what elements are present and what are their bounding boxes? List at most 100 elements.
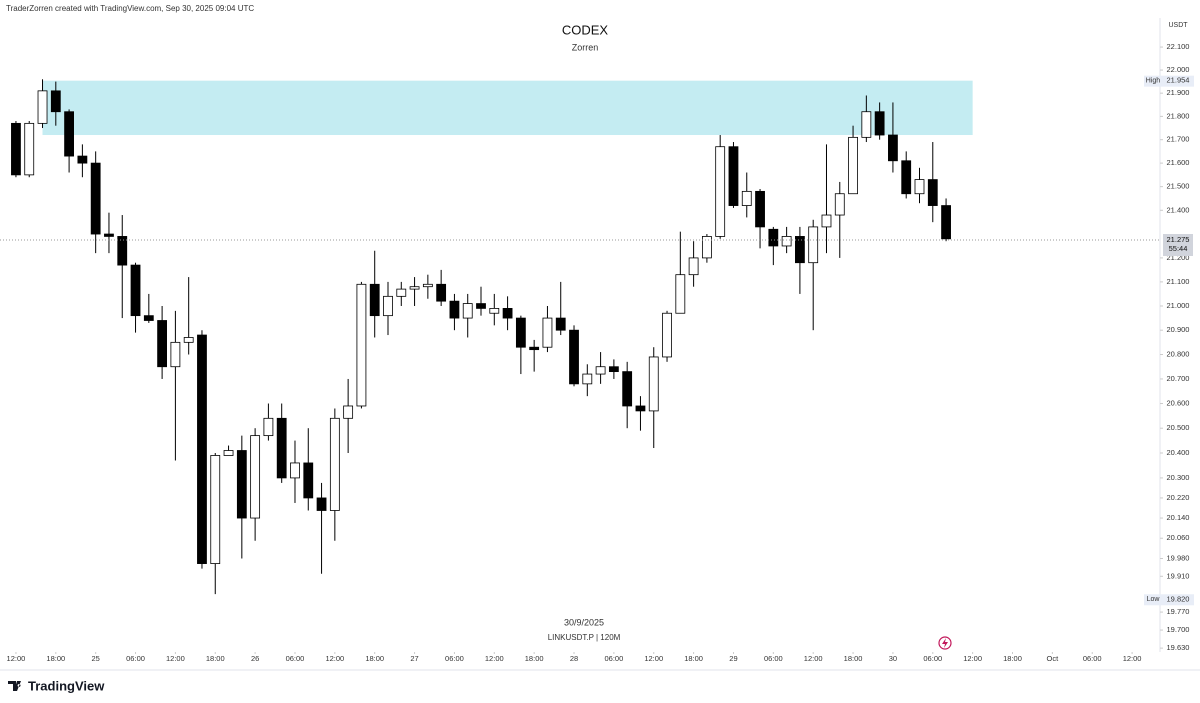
y-tick-label: 20.400: [1167, 448, 1190, 457]
candle: [303, 428, 314, 511]
candle-body: [250, 435, 261, 519]
high-value: 21.954: [1167, 76, 1190, 85]
y-tick-label: 19.630: [1167, 643, 1190, 652]
y-tick-label: 20.220: [1167, 493, 1190, 502]
candle: [316, 482, 327, 574]
y-tick-label: 20.600: [1167, 399, 1190, 408]
y-tick-label: 22.000: [1167, 65, 1190, 74]
candle-body: [874, 111, 885, 136]
y-tick-label: 21.200: [1167, 253, 1190, 262]
candle: [197, 330, 207, 569]
candle-body: [821, 214, 832, 228]
candle-body: [143, 315, 154, 321]
candle: [37, 79, 48, 129]
candle-body: [861, 111, 872, 138]
x-tick-label: 18:00: [684, 654, 703, 663]
candle: [888, 102, 898, 173]
candle: [861, 95, 872, 143]
candle: [117, 215, 128, 319]
candle-body: [64, 111, 74, 157]
candle: [874, 102, 885, 140]
candle: [688, 241, 699, 287]
watermark-symbol: LINKUSDT.P | 120M: [548, 633, 621, 642]
x-tick-label: 18:00: [365, 654, 384, 663]
x-tick-label: 18:00: [46, 654, 65, 663]
candle: [701, 234, 712, 263]
candle-body: [515, 317, 526, 348]
x-tick-label: 12:00: [1123, 654, 1142, 663]
candle: [795, 226, 805, 294]
candle-body: [449, 300, 460, 319]
y-tick-label: 19.770: [1167, 607, 1190, 616]
candle-body: [608, 366, 619, 373]
candle: [927, 142, 938, 223]
candle: [914, 167, 925, 204]
candle-body: [502, 308, 513, 319]
candle-body: [635, 405, 646, 412]
x-tick-label: 29: [729, 654, 737, 663]
candle: [848, 125, 858, 195]
y-tick-label: 21.400: [1167, 205, 1190, 214]
y-tick-label: 20.900: [1167, 325, 1190, 334]
x-tick-label: 06:00: [764, 654, 783, 663]
candle: [290, 440, 300, 503]
candle-body: [263, 417, 274, 437]
candle: [329, 408, 340, 541]
candle-body: [555, 317, 566, 331]
candle-body: [781, 236, 792, 247]
candle: [276, 403, 287, 483]
y-tick-label: 21.900: [1167, 88, 1190, 97]
candle: [263, 403, 274, 441]
candle-body: [542, 317, 553, 348]
x-tick-label: 06:00: [604, 654, 623, 663]
candle-body: [622, 371, 633, 407]
y-tick-label: 20.300: [1167, 473, 1190, 482]
y-tick-label: 21.800: [1167, 111, 1190, 120]
candle: [64, 109, 74, 173]
candle-body: [37, 90, 48, 124]
x-tick-label: 12:00: [644, 654, 663, 663]
candle-body: [675, 274, 686, 314]
x-tick-label: 27: [410, 654, 418, 663]
candle: [941, 198, 951, 242]
candle-body: [741, 190, 752, 206]
y-tick-label: 22.100: [1167, 42, 1190, 51]
candle-body: [157, 320, 168, 368]
high-box: [1144, 75, 1194, 87]
currency-label: USDT: [1168, 22, 1188, 29]
x-tick-label: 30: [889, 654, 897, 663]
candle: [223, 445, 234, 456]
candle-body: [688, 257, 699, 276]
x-tick-label: 25: [91, 654, 99, 663]
low-label: Low: [1147, 596, 1161, 603]
x-tick-label: 06:00: [286, 654, 305, 663]
candle: [24, 121, 35, 178]
candle-body: [90, 162, 101, 235]
candle: [901, 151, 912, 199]
candle: [808, 219, 819, 331]
candle: [422, 274, 433, 299]
y-tick-label: 19.980: [1167, 553, 1190, 562]
x-tick-label: 18:00: [1003, 654, 1022, 663]
candle: [662, 310, 672, 362]
candle-body: [808, 226, 819, 264]
y-tick-label: 20.700: [1167, 374, 1190, 383]
candle-body: [848, 136, 858, 195]
candle: [542, 305, 553, 353]
candle: [396, 281, 407, 306]
candle-body: [236, 450, 247, 519]
candle-body: [569, 329, 579, 385]
candle-body: [197, 334, 207, 564]
candle: [130, 262, 141, 333]
candle: [715, 135, 726, 239]
candle: [50, 81, 61, 126]
candle: [622, 361, 633, 429]
y-tick-label: 20.500: [1167, 423, 1190, 432]
y-tick-label: 19.910: [1167, 571, 1190, 580]
candle: [569, 325, 579, 387]
y-tick-label: 21.500: [1167, 182, 1190, 191]
candle-body: [316, 497, 327, 511]
countdown-label: 55:44: [1169, 244, 1188, 253]
candle-body: [462, 303, 473, 319]
